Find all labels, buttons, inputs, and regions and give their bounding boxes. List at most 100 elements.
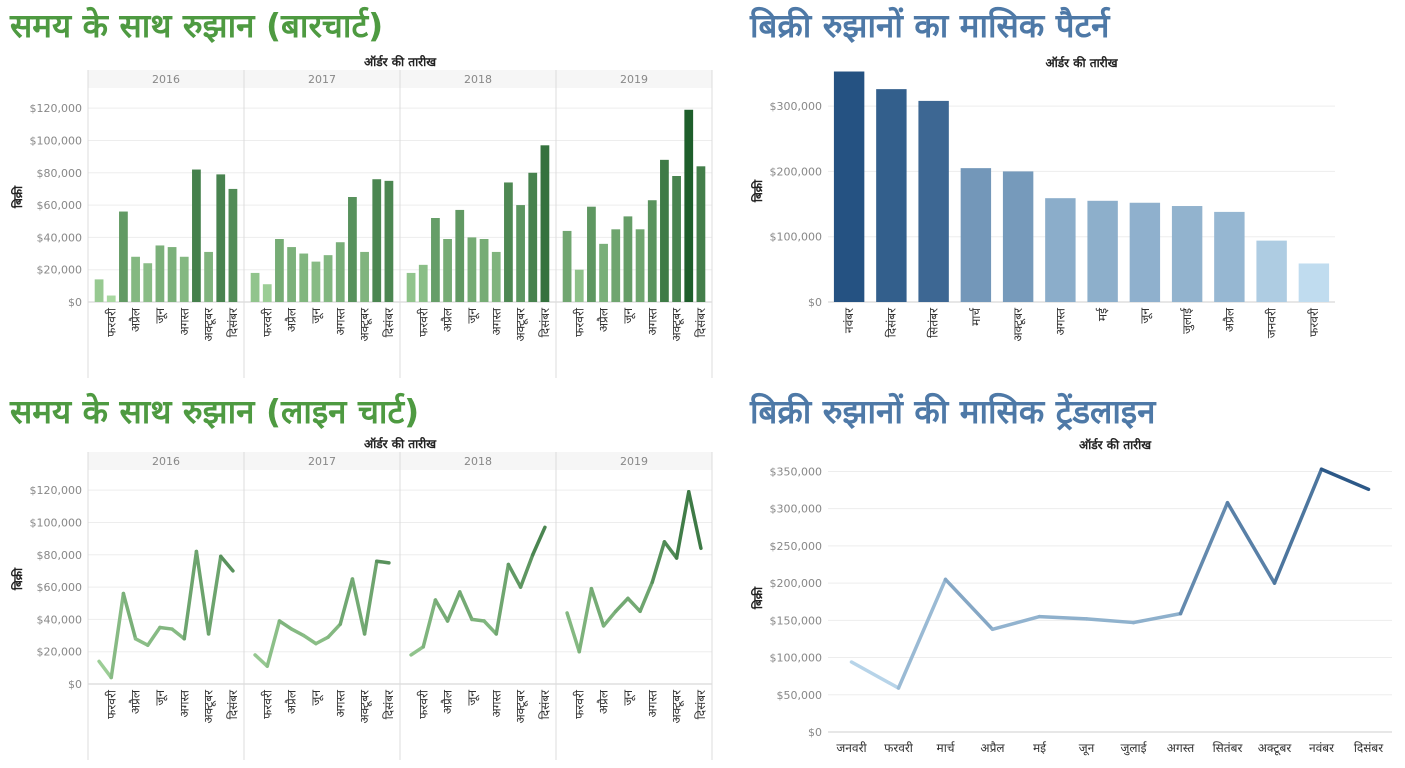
line-segment	[849, 660, 901, 690]
bar	[1045, 198, 1076, 302]
bar	[479, 239, 489, 302]
column-header: ऑर्डर की तारीख	[364, 437, 437, 451]
column-header: ऑर्डर की तारीख	[1079, 438, 1152, 452]
x-tick-label: फरवरी	[416, 307, 430, 337]
y-tick-label: $20,000	[37, 646, 83, 659]
bar	[491, 251, 501, 302]
line-segment	[375, 559, 391, 565]
y-tick-label: $60,000	[37, 199, 83, 212]
y-axis-label: बिक्री	[11, 567, 25, 591]
panel-title-bar-blue: बिक्री रुझानों का मासिक पैटर्न	[750, 6, 1110, 45]
x-tick-label: अक्टूबर	[202, 307, 217, 342]
x-tick-label: दिसंबर	[538, 689, 552, 719]
bar	[455, 209, 465, 302]
bar	[360, 251, 369, 302]
line-segment	[1225, 500, 1277, 585]
panel-title-line-blue: बिक्री रुझानों की मासिक ट्रेंडलाइन	[750, 392, 1156, 431]
bar	[587, 206, 596, 302]
bar	[106, 295, 116, 302]
line-segment	[601, 609, 618, 628]
x-tick-label: जून	[621, 690, 636, 706]
x-tick-label: अक्टूबर	[358, 689, 373, 724]
bar	[443, 239, 452, 302]
line-segment	[253, 653, 269, 668]
line-segment	[265, 619, 282, 668]
line-segment	[445, 590, 462, 623]
line-segment	[674, 490, 691, 560]
y-tick-label: $100,000	[30, 516, 83, 529]
line-segment	[494, 562, 511, 636]
bar	[1171, 206, 1203, 302]
bar	[528, 172, 538, 302]
bar	[635, 229, 645, 302]
line-segment	[518, 553, 535, 589]
panel-title-line-green: समय के साथ रुझान (लाइन चार्ट)	[10, 392, 420, 431]
y-tick-label: $150,000	[770, 614, 823, 627]
bar	[684, 109, 694, 302]
line-segment	[109, 591, 126, 680]
bar	[1002, 171, 1034, 302]
x-tick-label: अक्टूबर	[670, 307, 685, 342]
bar	[599, 243, 608, 302]
x-tick-label: दिसंबर	[226, 689, 240, 719]
x-tick-label: अक्टूबर	[202, 689, 217, 724]
x-tick-label: अक्टूबर	[1258, 741, 1293, 756]
x-tick-label: मई	[1033, 741, 1047, 755]
line-segment	[614, 596, 630, 614]
x-tick-label: फरवरी	[884, 741, 914, 755]
line-segment	[182, 549, 199, 641]
x-tick-label: अगस्त	[177, 307, 191, 336]
bar	[119, 211, 128, 302]
bar	[833, 71, 865, 302]
x-tick-label: अगस्त	[333, 689, 347, 718]
line-segment	[662, 540, 679, 560]
y-tick-label: $20,000	[37, 264, 83, 277]
line-segment	[1272, 467, 1324, 585]
line-segment	[121, 591, 138, 641]
x-tick-label: अप्रैल	[285, 307, 299, 332]
x-tick-label: अप्रैल	[129, 307, 143, 332]
line-segment	[506, 562, 523, 589]
x-tick-label: दिसंबर	[694, 689, 708, 719]
y-tick-label: $40,000	[37, 231, 83, 244]
line-segment	[1319, 467, 1371, 492]
x-tick-label: दिसंबर	[694, 307, 708, 337]
y-axis-label: बिक्री	[11, 185, 25, 209]
x-tick-label: फरवरी	[104, 689, 118, 719]
bar	[143, 263, 153, 302]
line-segment	[170, 627, 186, 641]
line-segment	[433, 598, 450, 623]
bar	[1214, 211, 1245, 302]
x-tick-label: दिसंबर	[382, 689, 396, 719]
y-tick-label: $200,000	[770, 165, 823, 178]
line-segment	[133, 637, 150, 647]
x-tick-label: जून	[309, 690, 324, 706]
x-tick-label: फरवरी	[416, 689, 430, 719]
bar	[540, 145, 550, 302]
x-tick-label: फरवरी	[104, 307, 118, 337]
bar	[1256, 240, 1287, 302]
x-tick-label: अक्टूबर	[514, 689, 529, 724]
line-segment	[990, 614, 1042, 632]
x-tick-label: अगस्त	[1053, 307, 1067, 336]
x-tick-label: दिसंबर	[538, 307, 552, 337]
line-segment	[289, 627, 306, 638]
line-segment	[650, 540, 667, 584]
x-tick-label: जून	[153, 690, 168, 706]
y-tick-label: $40,000	[37, 613, 83, 626]
bar	[228, 188, 238, 302]
x-tick-label: फरवरी	[1307, 307, 1321, 337]
line-segment	[194, 549, 211, 636]
x-tick-label: दिसंबर	[382, 307, 396, 337]
y-tick-label: $80,000	[37, 549, 83, 562]
line-segment	[362, 559, 379, 636]
y-tick-label: $120,000	[30, 484, 83, 497]
x-tick-label: अप्रैल	[980, 741, 1005, 755]
bar	[384, 180, 394, 302]
bar	[562, 230, 572, 302]
year-label: 2016	[152, 455, 180, 468]
line-segment	[896, 577, 948, 690]
line-segment	[626, 596, 642, 614]
line-segment	[158, 625, 174, 631]
line-segment	[314, 635, 330, 646]
